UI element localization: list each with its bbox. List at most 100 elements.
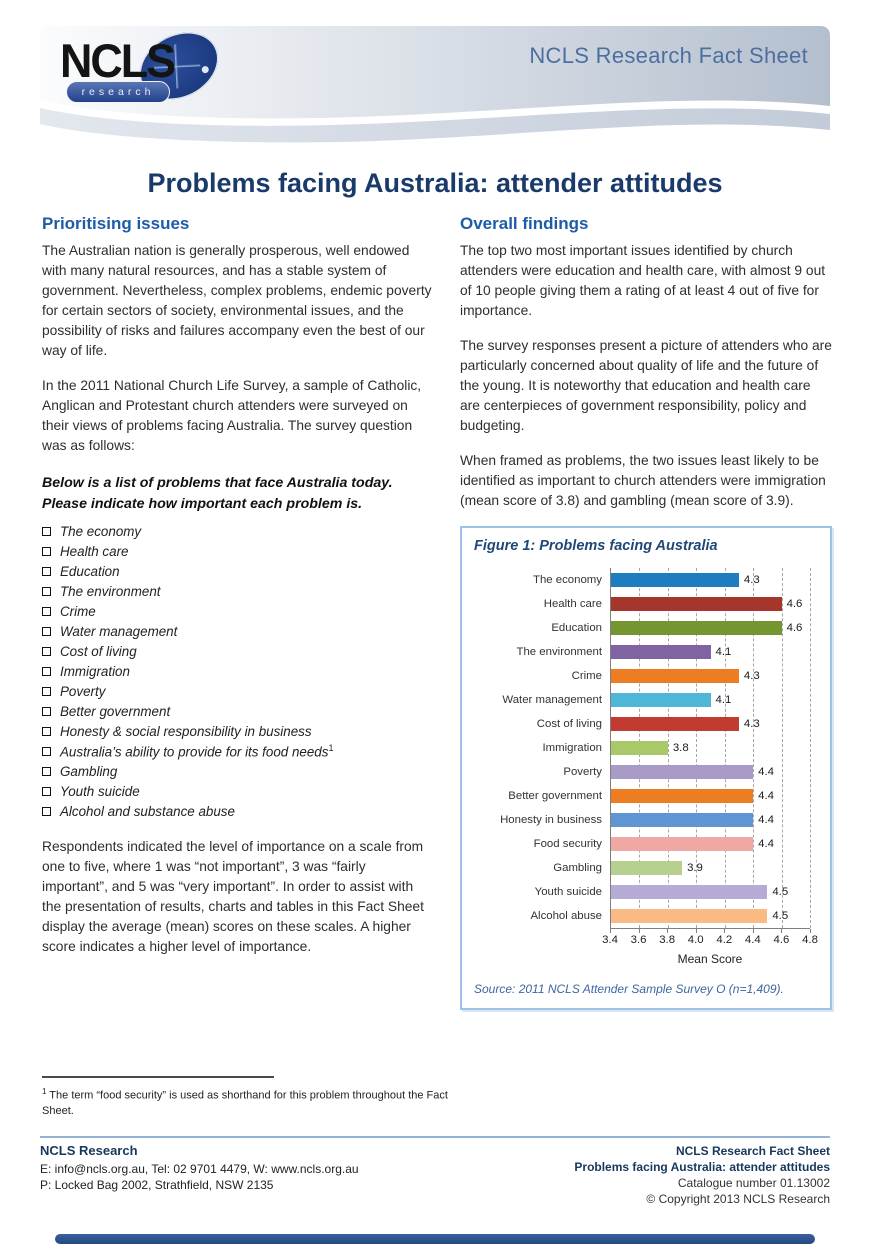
chart-value-label: 4.3 — [743, 670, 760, 682]
x-axis-tick-label: 4.0 — [687, 934, 704, 946]
chart-category-label: Honesty in business — [500, 814, 602, 826]
page-footer: NCLS Research E: info@ncls.org.au, Tel: … — [40, 1136, 830, 1207]
chart-value-label: 4.5 — [772, 886, 789, 898]
x-axis-tick-mark — [667, 929, 669, 933]
chart-category-label: Immigration — [542, 742, 602, 754]
survey-question: Below is a list of problems that face Au… — [42, 475, 393, 512]
chart-row: The environment 4.1 — [517, 640, 810, 664]
left-column: Prioritising issues The Australian natio… — [42, 214, 434, 1010]
chart-row: Alcohol abuse 4.5 — [530, 904, 810, 928]
chart-bar — [611, 693, 711, 707]
ncls-logo-text: NCLS — [60, 35, 176, 88]
chart-row: Better government 4.4 — [508, 784, 810, 808]
checkbox-icon — [42, 786, 51, 796]
chart-row: Poverty 4.4 — [563, 760, 810, 784]
chart-bar — [611, 573, 739, 587]
checklist-item-label: Water management — [60, 623, 178, 639]
chart-category-label: The economy — [532, 574, 602, 586]
chart-bar — [611, 885, 768, 899]
checklist-item: Immigration — [42, 661, 434, 681]
chart-row: Crime 4.3 — [572, 664, 810, 688]
checklist-item: The economy — [42, 521, 434, 541]
footer-catalogue-number: Catalogue number 01.13002 — [677, 1176, 830, 1190]
checklist-item-label: Cost of living — [60, 643, 137, 659]
checkbox-icon — [42, 766, 51, 776]
chart-value-label: 4.4 — [758, 790, 774, 802]
figure-source: Source: 2011 NCLS Attender Sample Survey… — [474, 982, 784, 996]
checklist-item-label: Immigration — [60, 663, 130, 679]
chart-gridline — [696, 568, 698, 928]
header-gradient-swoosh — [40, 26, 830, 143]
checklist-item-label: Youth suicide — [60, 783, 140, 799]
checklist-item: Better government — [42, 701, 434, 721]
ncls-logo: NCLS research — [60, 19, 230, 117]
checklist-item-label: Gambling — [60, 763, 118, 779]
checklist-item-label: Better government — [60, 703, 171, 719]
x-axis-tick-label: 4.8 — [802, 934, 818, 946]
checklist-item-label: The economy — [60, 523, 142, 539]
checklist-item: Poverty — [42, 681, 434, 701]
chart-row: Food security 4.4 — [534, 832, 810, 856]
page-title: Problems facing Australia: attender atti… — [147, 168, 723, 198]
chart-gridline — [667, 568, 669, 928]
footer-factsheet-label: NCLS Research Fact Sheet — [675, 1144, 830, 1158]
checklist-item: Cost of living — [42, 641, 434, 661]
chart-row: Health care 4.6 — [544, 592, 810, 616]
chart-bar — [611, 597, 782, 611]
chart-value-label: 3.9 — [687, 862, 703, 874]
chart-row: Immigration 3.8 — [542, 736, 810, 760]
chart-value-label: 4.3 — [743, 574, 760, 586]
right-paragraph-3: When framed as problems, the two issues … — [460, 453, 826, 508]
chart-bar — [611, 909, 768, 923]
x-axis-tick-mark — [638, 929, 640, 933]
bar-chart: The economy 4.3 Health care 4.6 Education 4.6… — [500, 568, 811, 929]
chart-bar — [611, 717, 739, 731]
checkbox-icon — [42, 806, 51, 816]
chart-category-label: Youth suicide — [534, 886, 602, 898]
chart-value-label: 4.4 — [758, 766, 774, 778]
right-paragraph-1: The top two most important issues identi… — [460, 243, 826, 318]
left-paragraph-3: Respondents indicated the level of impor… — [42, 839, 424, 954]
checklist-item: The environment — [42, 581, 434, 601]
chart-value-label: 4.1 — [715, 646, 732, 658]
chart-value-label: 4.5 — [772, 910, 789, 922]
x-axis-tick-mark — [724, 929, 726, 933]
checklist-item: Alcohol and substance abuse — [42, 801, 434, 821]
checklist-item: Water management — [42, 621, 434, 641]
chart-value-label: 3.8 — [672, 742, 689, 754]
chart-category-label: Crime — [571, 670, 602, 682]
chart-value-label: 4.6 — [786, 622, 803, 634]
checkbox-icon — [42, 626, 51, 636]
right-paragraph-2: The survey responses present a picture o… — [460, 338, 832, 433]
chart-gridline — [810, 568, 811, 928]
chart-category-label: Health care — [543, 598, 602, 610]
x-axis-tick-mark — [781, 929, 783, 933]
checkbox-icon — [42, 546, 51, 556]
x-axis-tick-label: 4.4 — [744, 934, 761, 946]
checklist-item-label: The environment — [60, 583, 161, 599]
x-axis-tick-mark — [695, 929, 697, 933]
chart-row: The economy 4.3 — [533, 568, 810, 592]
checklist-item-label: Health care — [60, 543, 129, 559]
checklist-item: Health care — [42, 541, 434, 561]
chart-category-label: Poverty — [563, 766, 602, 778]
chart-bar — [611, 669, 739, 683]
x-axis-tick-mark — [610, 929, 611, 933]
chart-bar — [611, 837, 754, 851]
chart-bar — [611, 813, 754, 827]
chart-bar — [611, 861, 683, 875]
chart-row: Cost of living 4.3 — [537, 712, 810, 736]
chart-category-label: Water management — [502, 694, 602, 706]
right-column: Overall findings The top two most import… — [460, 214, 832, 1010]
figure-panel: Figure 1: Problems facing Australia The … — [460, 526, 832, 1010]
chart-category-label: Education — [551, 622, 602, 634]
chart-row: Water management 4.1 — [502, 688, 810, 712]
footnote-body: The term “food security” is used as shor… — [42, 1089, 448, 1117]
left-paragraph-1: The Australian nation is generally prosp… — [42, 243, 432, 358]
footnote-rule — [42, 1076, 274, 1078]
checklist-item: Crime — [42, 601, 434, 621]
chart-category-label: Gambling — [553, 862, 602, 874]
chart-value-label: 4.4 — [758, 814, 774, 826]
checkbox-icon — [42, 726, 51, 736]
chart-value-label: 4.6 — [786, 598, 803, 610]
